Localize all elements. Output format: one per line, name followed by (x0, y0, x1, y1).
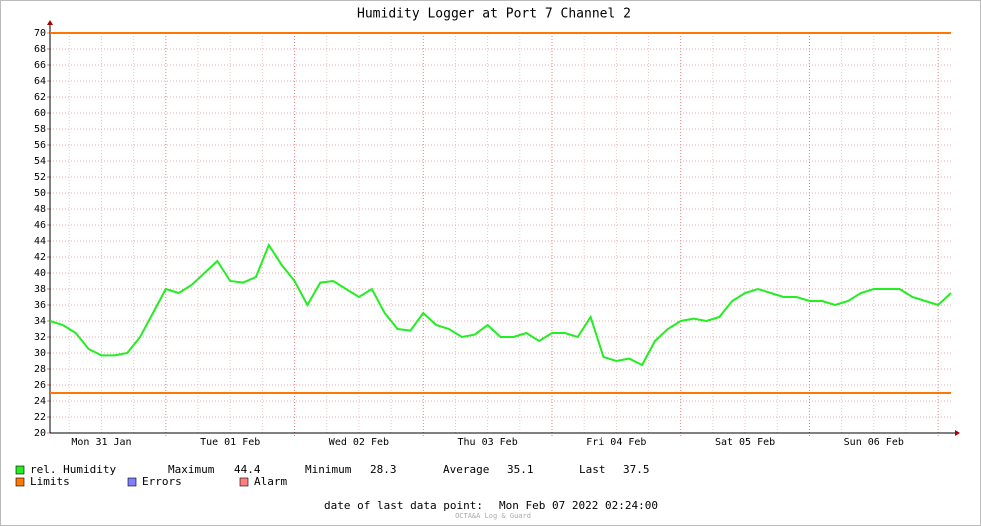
data-line (49, 242, 952, 367)
stat-value: 28.3 (370, 463, 397, 476)
y-tick-label: 26 (34, 380, 46, 391)
y-tick-label: 32 (34, 332, 46, 343)
x-axis-arrow (955, 430, 960, 436)
x-tick-label: Sat 05 Feb (715, 437, 775, 448)
x-tick-label: Tue 01 Feb (200, 437, 260, 448)
y-tick-label: 62 (34, 92, 46, 103)
stat-value: 37.5 (623, 463, 650, 476)
y-tick-label: 52 (34, 172, 46, 183)
x-tick-label: Wed 02 Feb (329, 437, 389, 448)
legend-swatch (127, 477, 137, 487)
y-tick-label: 36 (34, 300, 46, 311)
y-tick-label: 44 (34, 236, 46, 247)
y-tick-label: 60 (34, 108, 46, 119)
y-tick-label: 30 (34, 348, 46, 359)
stat-value: 44.4 (234, 463, 261, 476)
y-tick-label: 24 (34, 396, 46, 407)
legend-label: rel. Humidity (30, 463, 116, 476)
stat-value: 35.1 (507, 463, 534, 476)
legend-swatch (239, 477, 249, 487)
y-tick-label: 34 (34, 316, 46, 327)
legend-swatch (15, 477, 25, 487)
x-tick-label: Fri 04 Feb (586, 437, 646, 448)
y-axis-arrow (47, 20, 53, 25)
x-tick-label: Thu 03 Feb (458, 437, 518, 448)
y-tick-label: 38 (34, 284, 46, 295)
legend-label: Limits (30, 475, 70, 488)
watermark: OCTA&A Log & Guard (455, 512, 531, 520)
y-tick-label: 20 (34, 428, 46, 439)
y-tick-label: 70 (34, 28, 46, 39)
y-tick-label: 56 (34, 140, 46, 151)
chart-title: Humidity Logger at Port 7 Channel 2 (357, 7, 631, 22)
y-tick-label: 64 (34, 76, 46, 87)
plot-area (50, 33, 951, 433)
footer-label: date of last data point: (324, 499, 483, 512)
y-tick-label: 22 (34, 412, 46, 423)
y-tick-label: 40 (34, 268, 46, 279)
stat-label: Last (579, 463, 606, 476)
x-tick-label: Sun 06 Feb (844, 437, 904, 448)
y-tick-label: 54 (34, 156, 46, 167)
y-tick-label: 68 (34, 44, 46, 55)
y-tick-label: 48 (34, 204, 46, 215)
legend-label: Errors (142, 475, 182, 488)
y-tick-label: 50 (34, 188, 46, 199)
y-tick-label: 42 (34, 252, 46, 263)
y-tick-label: 46 (34, 220, 46, 231)
footer-value: Mon Feb 07 2022 02:24:00 (499, 499, 658, 512)
legend-swatch (15, 465, 25, 475)
stat-label: Maximum (168, 463, 215, 476)
stat-label: Minimum (305, 463, 352, 476)
y-tick-label: 58 (34, 124, 46, 135)
x-tick-label: Mon 31 Jan (71, 437, 131, 448)
legend-label: Alarm (254, 475, 287, 488)
stat-label: Average (443, 463, 489, 476)
y-tick-label: 66 (34, 60, 46, 71)
y-tick-label: 28 (34, 364, 46, 375)
